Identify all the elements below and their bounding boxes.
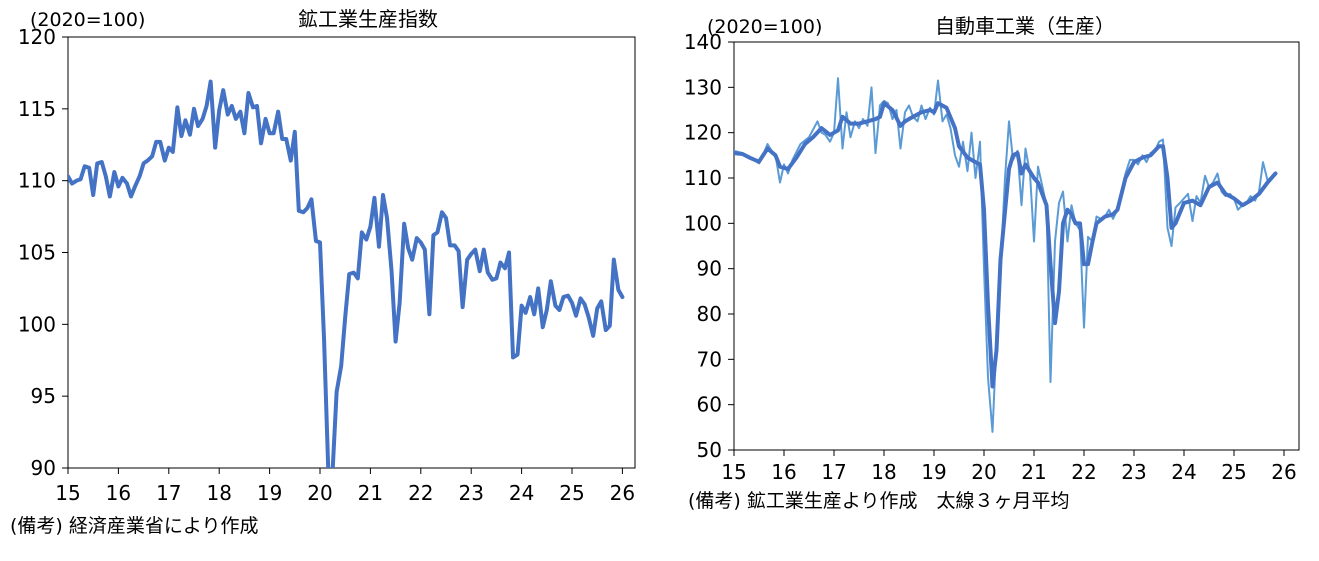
series-left — [68, 79, 625, 468]
y-tick-label-right: 60 — [697, 393, 722, 417]
x-axis-right: 15 16 17 18 19 20 21 22 23 24 25 26 — [721, 450, 1297, 484]
x-tick-label-right: 24 — [1171, 460, 1196, 484]
y-tick-label-left: 105 — [18, 241, 56, 265]
x-tick-label-left: 21 — [358, 481, 383, 505]
x-tick-label-left: 22 — [408, 481, 433, 505]
x-tick-label-right: 25 — [1221, 460, 1246, 484]
x-tick-label-right: 16 — [771, 460, 796, 484]
x-tick-label-right: 17 — [821, 460, 846, 484]
y-tick-label-right: 140 — [684, 30, 722, 54]
y-tick-label-right: 110 — [684, 166, 722, 190]
x-tick-label-left: 19 — [257, 481, 282, 505]
y-axis-left: 90 95 100 105 110 115 120 — [18, 25, 68, 480]
x-tick-label-left: 16 — [106, 481, 131, 505]
x-tick-label-right: 19 — [921, 460, 946, 484]
y-tick-label-left: 120 — [18, 25, 56, 49]
chart-left: (2020=100) 鉱工業生産指数 90 95 100 105 110 115 120 1… — [10, 7, 636, 537]
x-tick-label-left: 25 — [559, 481, 584, 505]
x-tick-label-right: 21 — [1021, 460, 1046, 484]
chart-title-right: 自動車工業（生産） — [935, 14, 1115, 38]
y-tick-label-right: 70 — [697, 347, 722, 371]
y-tick-label-right: 50 — [697, 438, 722, 462]
y-tick-label-left: 100 — [18, 312, 56, 336]
chart-right: (2020=100) 自動車工業（生産） 50 60 70 80 90 100 110 120… — [684, 14, 1300, 512]
series-right — [734, 77, 1278, 433]
unit-label-left: (2020=100) — [30, 9, 145, 31]
x-tick-label-right: 22 — [1071, 460, 1096, 484]
x-tick-label-left: 24 — [509, 481, 534, 505]
x-tick-label-left: 23 — [458, 481, 483, 505]
x-tick-label-right: 23 — [1121, 460, 1146, 484]
x-tick-label-left: 15 — [55, 481, 80, 505]
chart-title-left: 鉱工業生産指数 — [298, 7, 438, 31]
y-tick-label-left: 115 — [18, 97, 56, 121]
x-tick-label-right: 18 — [871, 460, 896, 484]
y-tick-label-right: 90 — [697, 257, 722, 281]
x-tick-label-right: 26 — [1271, 460, 1296, 484]
x-axis-left: 15 16 17 18 19 20 21 22 23 24 25 26 — [55, 468, 635, 505]
series-line-left-0 — [68, 79, 625, 468]
x-tick-label-left: 17 — [156, 481, 181, 505]
y-tick-label-left: 90 — [31, 456, 56, 480]
note-left: (備考) 経済産業省により作成 — [10, 515, 259, 537]
x-tick-label-left: 20 — [307, 481, 332, 505]
y-tick-label-right: 130 — [684, 75, 722, 99]
x-tick-label-left: 18 — [206, 481, 231, 505]
y-tick-label-left: 110 — [18, 169, 56, 193]
y-tick-label-right: 120 — [684, 121, 722, 145]
unit-label-right: (2020=100) — [707, 16, 822, 38]
x-tick-label-left: 26 — [610, 481, 635, 505]
y-tick-label-right: 100 — [684, 211, 722, 235]
y-axis-right: 50 60 70 80 90 100 110 120 130 140 — [684, 30, 734, 462]
y-tick-label-right: 80 — [697, 302, 722, 326]
series-line-right-1 — [734, 101, 1278, 389]
note-right: (備考) 鉱工業生産より作成 太線３ヶ月平均 — [688, 490, 1070, 512]
y-tick-label-left: 95 — [31, 384, 56, 408]
plot-area-right — [733, 41, 1300, 451]
x-tick-label-right: 20 — [971, 460, 996, 484]
x-tick-label-right: 15 — [721, 460, 746, 484]
plot-area-left — [67, 36, 636, 469]
